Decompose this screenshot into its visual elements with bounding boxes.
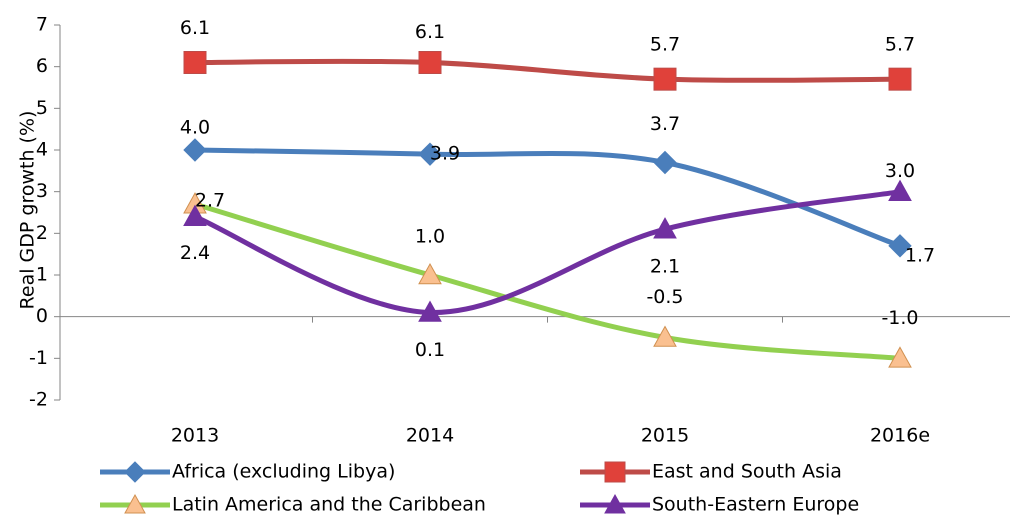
data-label: 1.7 — [905, 244, 935, 266]
data-label: 4.0 — [180, 117, 210, 139]
marker — [888, 346, 912, 368]
legend-label: Latin America and the Caribbean — [172, 494, 486, 516]
data-label: 0.1 — [415, 339, 445, 361]
data-label: 3.7 — [650, 113, 680, 135]
series-line — [194, 189, 901, 316]
data-label: 3.0 — [885, 160, 915, 182]
y-tick-label: 0 — [36, 305, 48, 327]
marker — [653, 325, 677, 347]
y-tick-label: 4 — [36, 139, 48, 161]
y-tick-label: 2 — [36, 222, 48, 244]
x-tick-label: 2014 — [406, 425, 454, 447]
data-label: 5.7 — [885, 34, 915, 56]
marker — [183, 138, 207, 162]
series-line — [194, 58, 901, 83]
marker — [653, 217, 677, 239]
y-tick-label: 5 — [36, 97, 48, 119]
data-label: -0.5 — [646, 286, 683, 308]
data-label: 2.1 — [650, 256, 680, 278]
y-tick-label: 6 — [36, 55, 48, 77]
marker — [604, 493, 626, 514]
data-label: 1.0 — [415, 226, 445, 248]
series-line — [194, 147, 901, 249]
data-label: -1.0 — [881, 307, 918, 329]
y-tick-label: 3 — [36, 180, 48, 202]
y-tick-label: -1 — [29, 347, 48, 369]
marker — [183, 51, 207, 74]
marker — [888, 67, 912, 91]
marker — [418, 142, 442, 166]
x-tick-label: 2015 — [641, 425, 689, 447]
marker — [124, 493, 146, 514]
data-label: 5.7 — [650, 34, 680, 56]
marker — [604, 461, 626, 483]
legend-label: South-Eastern Europe — [652, 494, 859, 516]
marker — [888, 179, 912, 201]
legend-label: East and South Asia — [652, 461, 842, 483]
marker — [418, 51, 442, 74]
x-tick-label: 2013 — [171, 425, 219, 447]
data-label: 2.7 — [195, 190, 225, 212]
marker — [653, 150, 677, 175]
marker — [418, 300, 442, 322]
marker — [888, 234, 912, 258]
data-label: 3.9 — [430, 143, 460, 165]
data-label: 6.1 — [415, 21, 445, 43]
series-line — [194, 201, 901, 361]
marker — [124, 461, 146, 483]
x-tick-label: 2016e — [870, 425, 930, 447]
y-tick-label: -2 — [29, 389, 48, 411]
y-tick-label: 1 — [36, 264, 48, 286]
data-label: 6.1 — [180, 17, 210, 39]
marker — [653, 67, 677, 91]
legend-label: Africa (excluding Libya) — [172, 461, 395, 483]
marker — [183, 204, 207, 226]
data-label: 2.4 — [180, 242, 210, 264]
marker — [418, 262, 442, 285]
y-tick-label: 7 — [36, 14, 48, 36]
y-axis-label: Real GDP growth (%) — [17, 111, 39, 310]
